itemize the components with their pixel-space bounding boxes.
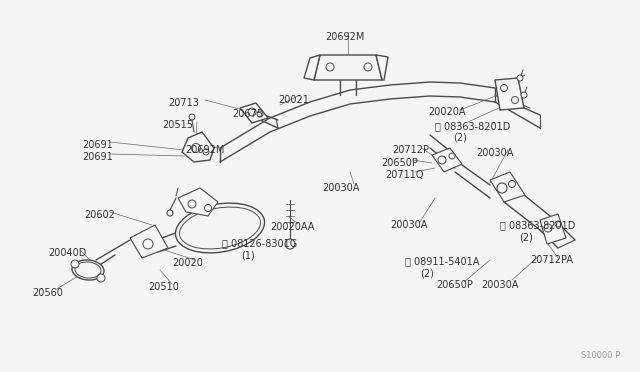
Circle shape [97,274,105,282]
Text: 20020: 20020 [172,258,203,268]
Circle shape [509,180,515,187]
Circle shape [326,63,334,71]
Polygon shape [240,103,268,123]
Text: Ⓑ 08363-8201D: Ⓑ 08363-8201D [435,121,510,131]
Circle shape [143,239,153,249]
Polygon shape [314,55,382,80]
Circle shape [364,63,372,71]
Circle shape [191,144,200,153]
Text: 20712P: 20712P [392,145,429,155]
Circle shape [203,149,209,155]
Text: 20030A: 20030A [390,220,428,230]
Polygon shape [432,148,462,172]
Text: 20030A: 20030A [476,148,513,158]
Text: 20040D: 20040D [48,248,86,258]
Text: 20030A: 20030A [481,280,518,290]
Text: (2): (2) [519,232,533,242]
Text: 20020AA: 20020AA [270,222,314,232]
Circle shape [500,84,508,92]
Text: 20675: 20675 [232,109,263,119]
Text: 20711Q: 20711Q [385,170,424,180]
Polygon shape [178,188,218,216]
Circle shape [544,224,552,232]
Circle shape [167,210,173,216]
Circle shape [497,183,507,193]
Circle shape [257,111,263,117]
Text: 20510: 20510 [148,282,179,292]
Text: Ⓝ 08911-5401A: Ⓝ 08911-5401A [405,256,479,266]
Text: 20712PA: 20712PA [530,255,573,265]
Text: 20515: 20515 [162,120,193,130]
Polygon shape [495,78,524,110]
Circle shape [517,75,523,81]
Text: 20650P: 20650P [436,280,473,290]
Text: 20650P: 20650P [381,158,418,168]
Polygon shape [304,55,320,80]
Text: 20602: 20602 [84,210,115,220]
Circle shape [205,205,211,212]
Text: (2): (2) [453,133,467,143]
Circle shape [188,200,196,208]
Text: 20560: 20560 [32,288,63,298]
Polygon shape [376,55,388,80]
Circle shape [449,153,455,159]
Text: Ⓝ 08126-8301G: Ⓝ 08126-8301G [222,238,297,248]
Text: 20713: 20713 [168,98,199,108]
Text: (1): (1) [241,250,255,260]
Text: 20020A: 20020A [428,107,465,117]
Polygon shape [540,214,566,244]
Circle shape [248,108,256,116]
Circle shape [189,114,195,120]
Ellipse shape [72,260,104,280]
Circle shape [555,221,561,227]
Text: S10000 P: S10000 P [580,351,620,360]
Text: 20692M: 20692M [325,32,364,42]
Circle shape [511,96,518,103]
Circle shape [71,260,79,268]
Text: Ⓐ 08363-8201D: Ⓐ 08363-8201D [500,220,575,230]
Circle shape [285,239,295,249]
Text: 20691: 20691 [82,152,113,162]
Ellipse shape [175,203,264,253]
Text: 20021: 20021 [278,95,309,105]
Circle shape [438,156,446,164]
Text: 20692M: 20692M [185,145,225,155]
Circle shape [521,92,527,98]
Text: (2): (2) [420,268,434,278]
Polygon shape [130,225,168,258]
Polygon shape [490,172,525,202]
Polygon shape [182,132,214,162]
Text: 20030A: 20030A [322,183,360,193]
Text: 20691: 20691 [82,140,113,150]
